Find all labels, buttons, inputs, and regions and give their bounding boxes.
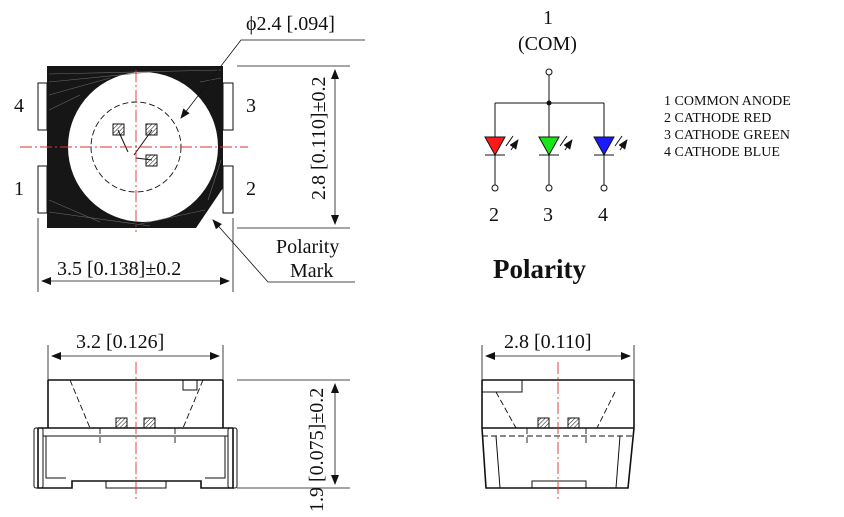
polarity-schematic: 1 (COM) 2 3 4 Polarity [484,7,627,284]
polarity-mark-label-2: Mark [290,260,333,282]
cathode-pin-2: 2 [489,204,499,226]
led-blue [593,136,627,157]
common-pin-number: 1 [543,7,553,29]
cathode-pin-4: 4 [598,204,608,226]
end-width-label: 2.8 [0.110] [504,331,592,353]
die [145,154,158,167]
legend-item: 3 CATHODE GREEN [664,128,790,143]
cathode-pin-3: 3 [543,204,553,226]
lens-diameter-label: ϕ2.4 [.094] [246,13,335,35]
pin-number-3: 3 [246,95,256,117]
die [145,123,158,136]
pad-4 [37,82,48,131]
led-green [538,136,572,157]
legend-item: 1 COMMON ANODE [664,94,791,109]
side-view: 3.2 [0.126] 1.9 [0.075]±0.2 [33,331,350,512]
legend-item: 2 CATHODE RED [664,111,771,126]
top-view: ϕ2.4 [.094] 2.8 [0.110]±0.2 3.5 [0.138]±… [14,13,365,292]
package-body [47,66,223,228]
end-view: 2.8 [0.110] [481,331,635,500]
pad-2 [222,165,234,214]
pin-legend: 1 COMMON ANODE 2 CATHODE RED 3 CATHODE G… [664,94,791,160]
polarity-mark-label-1: Polarity [276,236,339,258]
common-pin-name: (COM) [518,33,577,55]
pin-number-2: 2 [246,178,256,200]
polarity-title: Polarity [493,254,586,284]
pin-number-4: 4 [14,95,24,117]
top-width-label: 3.5 [0.138]±0.2 [57,258,181,280]
die [112,123,125,136]
pad-3 [222,82,234,131]
top-height-label: 2.8 [0.110]±0.2 [308,76,330,200]
pad-1 [37,165,48,214]
side-height-label: 1.9 [0.075]±0.2 [306,388,328,512]
led-red [484,136,518,157]
side-width-label: 3.2 [0.126] [76,331,164,353]
legend-item: 4 CATHODE BLUE [664,145,780,160]
pin-number-1: 1 [14,178,24,200]
